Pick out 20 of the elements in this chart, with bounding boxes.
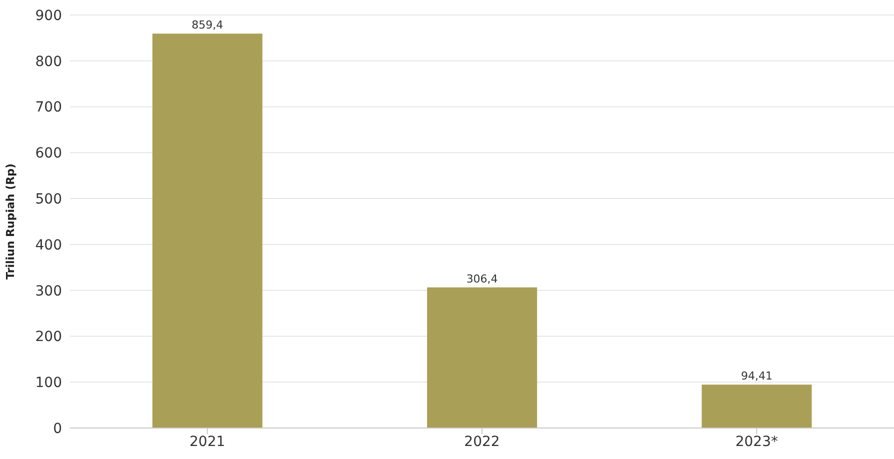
y-tick-label: 600 <box>35 146 62 162</box>
y-tick-label: 500 <box>35 192 62 208</box>
data-label: 306,4 <box>466 272 498 286</box>
y-tick-label: 700 <box>35 100 62 116</box>
y-tick-label: 0 <box>53 420 62 437</box>
y-tick-label: 100 <box>35 375 62 392</box>
x-tick-label: 2021 <box>190 434 226 450</box>
data-label: 94,41 <box>740 370 772 383</box>
x-tick-label: 2022 <box>464 434 500 450</box>
bar <box>702 384 812 428</box>
y-tick-label: 800 <box>35 54 62 70</box>
y-tick-label: 900 <box>35 8 62 24</box>
data-label: 859,4 <box>192 18 224 32</box>
y-tick-label: 300 <box>35 283 62 300</box>
y-tick-label: 400 <box>35 237 62 254</box>
bar <box>427 287 538 428</box>
y-axis-title: Triliun Rupiah (Rp) <box>4 164 17 280</box>
y-tick-label: 200 <box>35 329 62 346</box>
x-tick-label: 2023* <box>735 434 778 450</box>
bar <box>152 34 262 428</box>
